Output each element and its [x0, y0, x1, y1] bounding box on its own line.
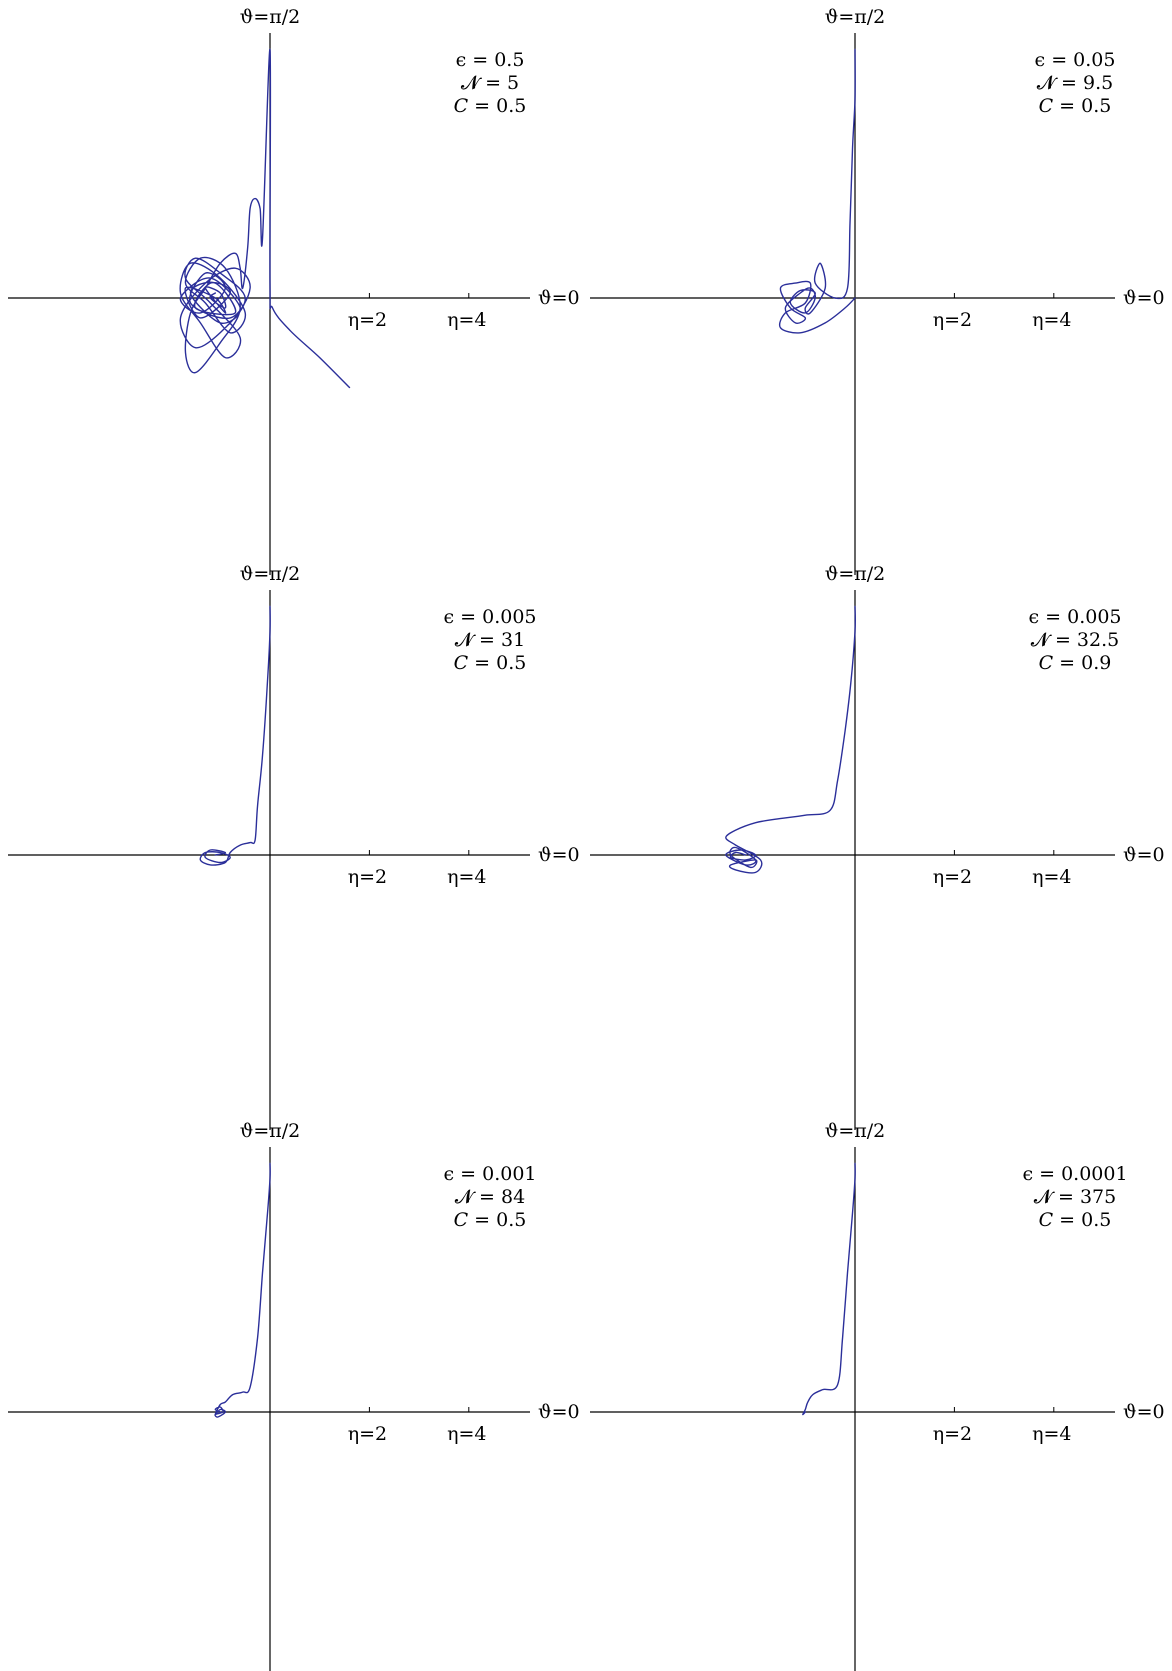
- parameter-label: 𝓝 = 32.5: [1031, 629, 1120, 651]
- parameter-label: ϵ = 0.001: [443, 1163, 536, 1185]
- top-axis-label: ϑ=π/2: [825, 563, 885, 585]
- parameter-label: ϵ = 0.5: [456, 49, 525, 71]
- parameter-label: 𝐶 = 0.5: [1039, 1209, 1112, 1231]
- trajectory-curve: [199, 605, 271, 866]
- tick-label: η=2: [348, 309, 387, 331]
- top-axis-label: ϑ=π/2: [825, 1120, 885, 1142]
- parameter-label: 𝓝 = 9.5: [1037, 72, 1113, 94]
- parameter-label: 𝐶 = 0.5: [454, 95, 527, 117]
- panel-2: ϑ=π/2 ϑ=0 η=2 η=4 ϵ = 0.05𝓝 = 9.5𝐶 = 0.5: [590, 6, 1165, 575]
- parameter-label: ϵ = 0.005: [1028, 606, 1121, 628]
- trajectory-curve: [778, 48, 856, 334]
- tick-label: η=2: [933, 1423, 972, 1445]
- trajectory-curve: [179, 48, 351, 389]
- tick-label: η=4: [447, 1423, 486, 1445]
- top-axis-label: ϑ=π/2: [825, 6, 885, 28]
- parameter-label: 𝐶 = 0.9: [1039, 652, 1112, 674]
- right-axis-label: ϑ=0: [538, 844, 580, 866]
- parameter-label: 𝓝 = 375: [1034, 1186, 1116, 1208]
- parameter-label: 𝐶 = 0.5: [454, 652, 527, 674]
- right-axis-label: ϑ=0: [1123, 844, 1165, 866]
- tick-label: η=2: [348, 1423, 387, 1445]
- tick-label: η=4: [447, 309, 486, 331]
- tick-label: η=2: [933, 866, 972, 888]
- trajectory-curve: [214, 1162, 271, 1418]
- top-axis-label: ϑ=π/2: [240, 1120, 300, 1142]
- parameter-label: 𝓝 = 84: [455, 1186, 525, 1208]
- tick-label: η=4: [1032, 309, 1071, 331]
- parameter-label: ϵ = 0.05: [1035, 49, 1116, 71]
- panel-1: ϑ=π/2 ϑ=0 η=2 η=4 ϵ = 0.5𝓝 = 5𝐶 = 0.5: [8, 6, 580, 575]
- tick-label: η=2: [348, 866, 387, 888]
- tick-label: η=4: [447, 866, 486, 888]
- tick-label: η=2: [933, 309, 972, 331]
- right-axis-label: ϑ=0: [1123, 287, 1165, 309]
- trajectory-curve: [725, 605, 857, 874]
- right-axis-label: ϑ=0: [538, 287, 580, 309]
- top-axis-label: ϑ=π/2: [240, 563, 300, 585]
- parameter-label: 𝐶 = 0.5: [1039, 95, 1112, 117]
- parameter-label: 𝐶 = 0.5: [454, 1209, 527, 1231]
- right-axis-label: ϑ=0: [1123, 1401, 1165, 1423]
- parameter-label: ϵ = 0.005: [443, 606, 536, 628]
- parameter-label: ϵ = 0.0001: [1022, 1163, 1127, 1185]
- parameter-label: 𝓝 = 5: [461, 72, 519, 94]
- parameter-label: 𝓝 = 31: [455, 629, 525, 651]
- tick-label: η=4: [1032, 866, 1071, 888]
- right-axis-label: ϑ=0: [538, 1401, 580, 1423]
- trajectory-curve: [802, 1162, 856, 1416]
- tick-label: η=4: [1032, 1423, 1071, 1445]
- top-axis-label: ϑ=π/2: [240, 6, 300, 28]
